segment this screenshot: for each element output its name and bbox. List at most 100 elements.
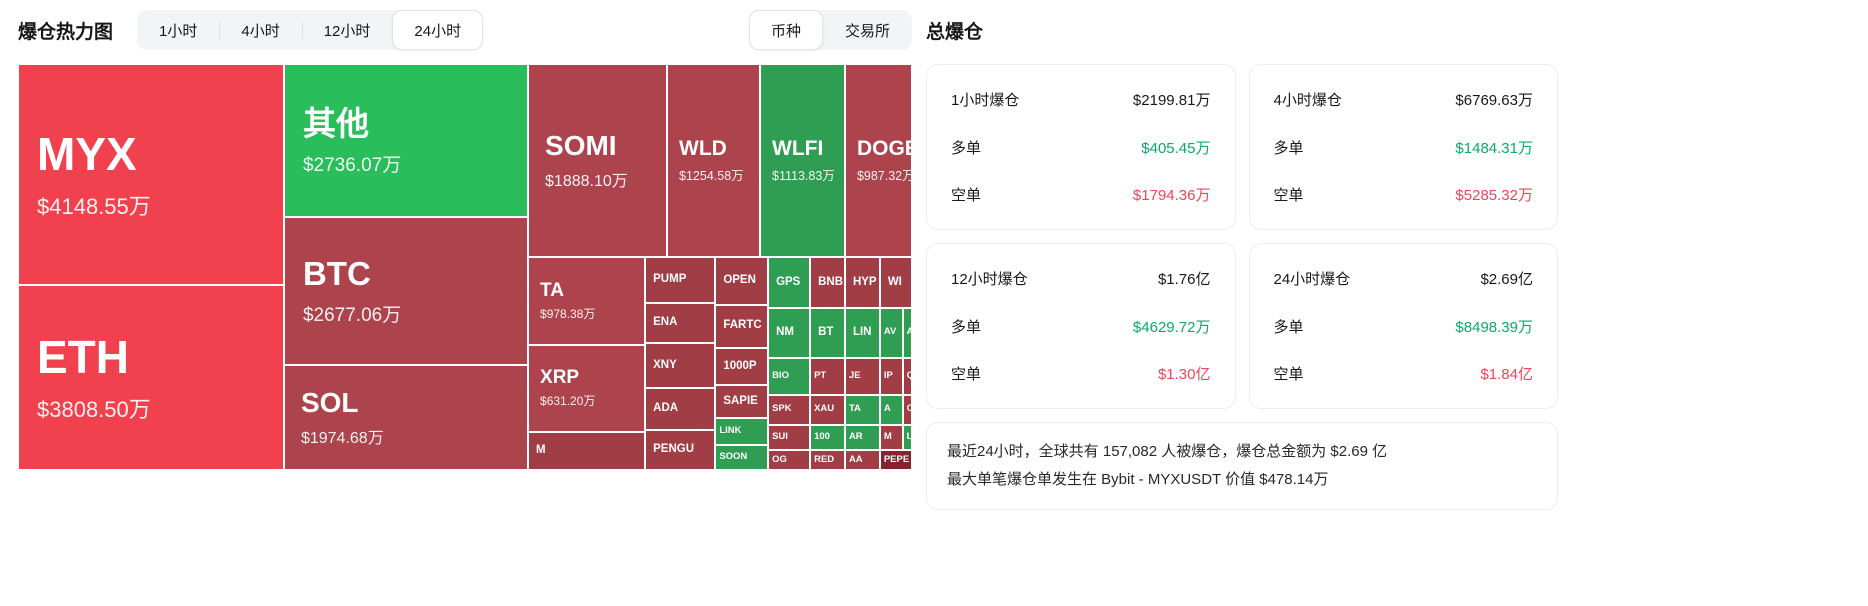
tile-symbol: 1000P [723, 359, 757, 372]
tile-symbol: SOL [300, 386, 359, 418]
treemap-tile-nm[interactable]: NM [768, 307, 811, 358]
treemap-tile-pump[interactable]: PUMP [645, 257, 716, 303]
short-value: $1794.36万 [1132, 187, 1211, 204]
treemap-tile-wlfi[interactable]: WLFI $1113.83万 [760, 64, 845, 258]
treemap-tile-sui[interactable]: SUI [768, 424, 811, 451]
tile-symbol: PT [814, 369, 827, 381]
tile-symbol: NM [776, 325, 794, 338]
treemap-tile-soon[interactable]: SOON [715, 444, 769, 470]
tile-symbol: O [907, 403, 911, 415]
tile-symbol: LINK [719, 424, 742, 436]
tile-symbol: ETH [37, 330, 129, 383]
short-row: 空单 $1.84亿 [1274, 363, 1534, 384]
treemap-tile-je[interactable]: JE [844, 357, 880, 395]
treemap-tile-hyp[interactable]: HYP [844, 257, 880, 308]
treemap-tile-100[interactable]: 100 [810, 424, 845, 451]
treemap-tile-bio[interactable]: BIO [768, 357, 811, 395]
treemap-tile-ada[interactable]: ADA [645, 387, 716, 430]
total-row: 1小时爆仓 $2199.81万 [951, 89, 1211, 110]
long-value: $4629.72万 [1132, 318, 1211, 336]
treemap-tile-m[interactable]: M [528, 431, 646, 470]
short-label: 空单 [1273, 187, 1304, 204]
summary-card-4h: 4小时爆仓 $6769.63万 多单 $1484.31万 空单 $5285.32… [1248, 64, 1558, 230]
tile-symbol: PUMP [653, 273, 687, 286]
short-row: 空单 $5285.32万 [1274, 184, 1534, 205]
time-tab-4h[interactable]: 4小时 [219, 10, 301, 50]
treemap-tile-m-small[interactable]: M [879, 424, 903, 451]
tile-symbol: SUI [772, 431, 788, 443]
treemap-tile-xrp[interactable]: XRP $631.20万 [528, 344, 646, 432]
treemap-tile-wld[interactable]: WLD $1254.58万 [667, 64, 760, 258]
treemap-tile-eth[interactable]: ETH $3808.50万 [18, 284, 284, 470]
view-tab-coin[interactable]: 币种 [748, 10, 823, 50]
long-value: $8498.39万 [1455, 318, 1533, 336]
treemap-tile-xny[interactable]: XNY [645, 342, 716, 388]
treemap-tile-a[interactable]: A [879, 394, 903, 425]
time-tab-1h[interactable]: 1小时 [159, 22, 198, 40]
tile-value: $987.32万 [856, 169, 912, 184]
treemap-tile-l[interactable]: L [902, 424, 912, 451]
treemap-tile-bnb[interactable]: BNB [810, 257, 845, 308]
total-value: $2.69亿 [1480, 271, 1533, 288]
treemap-tile-pt[interactable]: PT [810, 357, 845, 395]
summary-note-card: 最近24小时，全球共有 157,082 人被爆仓，爆仓总金额为 $2.69 亿 … [926, 422, 1558, 510]
tile-value: $2677.06万 [302, 305, 402, 326]
treemap-tile-1000p[interactable]: 1000P [715, 347, 769, 385]
summary-card-1h: 1小时爆仓 $2199.81万 多单 $405.45万 空单 $1794.36万 [926, 64, 1236, 230]
treemap-tile-pengu[interactable]: PENGU [645, 429, 716, 470]
tile-symbol: BTC [302, 255, 371, 293]
treemap-tile-ip[interactable]: IP [879, 357, 903, 395]
treemap-tile-aa[interactable]: AA [844, 450, 880, 470]
treemap-tile-o[interactable]: O [902, 394, 912, 425]
treemap-tile-ta-small[interactable]: TA [844, 394, 880, 425]
treemap-tile-ar[interactable]: AR [844, 424, 880, 451]
short-label: 空单 [1273, 366, 1304, 383]
tile-symbol: MYX [37, 127, 137, 180]
treemap-tile-sapie[interactable]: SAPIE [715, 384, 769, 419]
tile-symbol: A [883, 403, 891, 415]
treemap-tile-q[interactable]: Q [902, 357, 912, 395]
treemap-tile-btc[interactable]: BTC $2677.06万 [283, 217, 528, 365]
treemap-tile-og[interactable]: OG [768, 450, 811, 470]
note-line-1: 最近24小时，全球共有 157,082 人被爆仓，爆仓总金额为 $2.69 亿 [947, 443, 1388, 460]
treemap-tile-myx[interactable]: MYX $4148.55万 [18, 64, 284, 285]
view-tab-exchange[interactable]: 交易所 [844, 22, 890, 40]
treemap-tile-ta[interactable]: TA $978.38万 [528, 257, 646, 345]
tile-symbol: AR [848, 431, 863, 443]
tile-symbol: SAPIE [723, 394, 758, 407]
treemap-tile-pepe[interactable]: PEPE [879, 450, 912, 470]
treemap-tile-ai[interactable]: AI [902, 307, 912, 358]
tile-symbol: ENA [653, 316, 678, 329]
treemap-tile-wi[interactable]: WI [879, 257, 912, 308]
tile-symbol: 100 [814, 431, 830, 443]
short-value: $1.84亿 [1480, 366, 1533, 383]
long-row: 多单 $8498.39万 [1274, 316, 1534, 337]
time-tab-12h[interactable]: 12小时 [301, 10, 393, 50]
treemap-tile-link[interactable]: LINK [715, 418, 769, 445]
treemap-tile-av[interactable]: AV [879, 307, 903, 358]
treemap-tile-xau[interactable]: XAU [810, 394, 845, 425]
treemap-tile-bt[interactable]: BT [810, 307, 845, 358]
treemap-tile-sol[interactable]: SOL $1974.68万 [283, 364, 528, 470]
treemap-tile-gps[interactable]: GPS [768, 257, 811, 308]
treemap-tile-fartc[interactable]: FARTC [715, 304, 769, 348]
treemap-tile-others[interactable]: 其他 $2736.07万 [283, 64, 528, 218]
treemap-tile-doge[interactable]: DOGE $987.32万 [844, 64, 912, 258]
treemap-tile-spk[interactable]: SPK [768, 394, 811, 425]
treemap-tile-ena[interactable]: ENA [645, 302, 716, 343]
tile-symbol: FARTC [723, 319, 762, 332]
summary-cards: 1小时爆仓 $2199.81万 多单 $405.45万 空单 $1794.36万… [926, 64, 1558, 409]
tile-value: $4148.55万 [37, 193, 151, 219]
tile-symbol: PEPE [883, 453, 910, 465]
tile-value: $1888.10万 [545, 173, 628, 191]
long-label: 多单 [951, 139, 982, 157]
long-row: 多单 $4629.72万 [951, 316, 1211, 337]
time-tab-24h[interactable]: 24小时 [392, 10, 484, 50]
tile-symbol: XRP [540, 367, 580, 389]
treemap-tile-red[interactable]: RED [810, 450, 845, 470]
treemap-tile-open[interactable]: OPEN [715, 257, 769, 305]
treemap-tile-somi[interactable]: SOMI $1888.10万 [528, 64, 668, 258]
total-row: 24小时爆仓 $2.69亿 [1274, 268, 1534, 289]
short-row: 空单 $1.30亿 [951, 363, 1211, 384]
treemap-tile-lin[interactable]: LIN [844, 307, 880, 358]
